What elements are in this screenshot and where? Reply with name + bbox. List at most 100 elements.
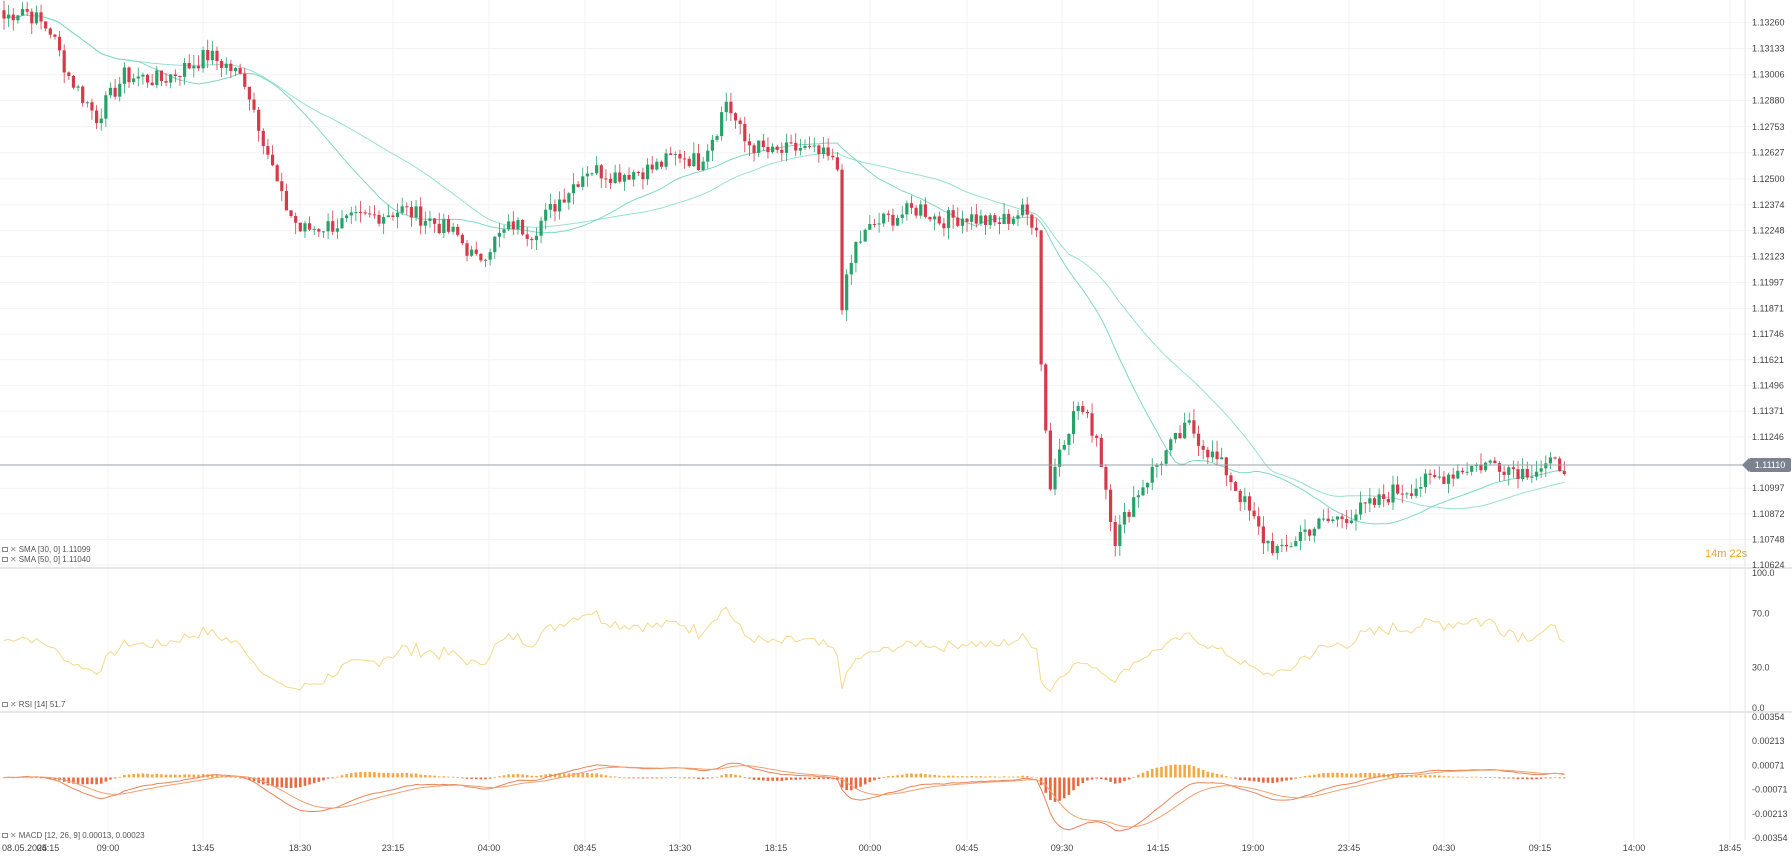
macd-histogram-bar <box>433 775 436 778</box>
macd-histogram-bar <box>1030 776 1034 778</box>
candle <box>1002 213 1006 225</box>
macd-panel <box>2 762 1566 832</box>
macd-histogram-bar <box>104 777 108 782</box>
candle <box>1372 498 1377 505</box>
macd-histogram-bar <box>641 777 645 779</box>
macd-histogram-bar <box>1234 777 1237 779</box>
candle <box>942 223 946 229</box>
candle <box>243 73 247 87</box>
candle <box>794 142 798 151</box>
candle <box>988 215 992 225</box>
macd-histogram-bar <box>896 775 899 778</box>
rsi-legend[interactable]: ✕ RSI [14] 51.7 <box>2 700 65 709</box>
time-tick-label: 23:15 <box>382 843 405 853</box>
macd-histogram-bar <box>386 772 390 778</box>
macd-histogram-bar <box>1197 768 1200 778</box>
macd-histogram-bar <box>1368 772 1372 778</box>
candle <box>1271 541 1275 554</box>
macd-histogram-bar <box>280 777 284 788</box>
close-icon[interactable]: ✕ <box>10 700 17 709</box>
macd-tick-label: -0.00354 <box>1752 833 1788 843</box>
macd-histogram-bar <box>576 773 580 778</box>
sma50-legend[interactable]: ✕ SMA [50, 0] 1.11040 <box>2 555 91 564</box>
macd-histogram-bar <box>1275 777 1279 783</box>
candle <box>201 50 205 69</box>
candle <box>909 203 914 208</box>
candle <box>1053 466 1057 490</box>
macd-histogram-bar <box>970 775 973 778</box>
macd-histogram-bar <box>808 777 811 780</box>
settings-icon[interactable] <box>2 557 8 563</box>
candle <box>1470 465 1474 472</box>
macd-histogram-bar <box>1331 772 1335 778</box>
time-tick-label: 08.05.2025 <box>2 843 47 853</box>
candle <box>622 174 627 182</box>
macd-legend[interactable]: ✕ MACD [12, 26, 9] 0.00013, 0.00023 <box>2 831 145 840</box>
sma30-legend[interactable]: ✕ SMA [30, 0] 1.11099 <box>2 545 91 554</box>
candle <box>1243 496 1247 503</box>
macd-histogram-bar <box>451 776 455 778</box>
macd-histogram-bar <box>1104 777 1108 781</box>
candle <box>1178 432 1182 439</box>
macd-histogram-bar <box>1252 777 1256 782</box>
candle-countdown: 14m 22s <box>1705 548 1748 560</box>
candle <box>766 147 770 153</box>
candle <box>562 199 566 203</box>
macd-histogram-bar <box>1062 777 1066 799</box>
time-tick-label: 04:45 <box>956 843 979 853</box>
candle <box>405 206 409 208</box>
macd-histogram-bar <box>928 774 932 778</box>
candle <box>423 220 427 226</box>
macd-histogram-bar <box>109 777 112 780</box>
candle <box>1215 451 1219 460</box>
candle <box>493 236 497 253</box>
macd-histogram-bar <box>377 772 381 778</box>
macd-histogram-bar <box>1308 775 1311 778</box>
macd-line <box>3 762 1565 832</box>
candle <box>905 203 909 215</box>
candle <box>1192 420 1196 434</box>
macd-histogram-bar <box>396 773 399 778</box>
candle <box>1067 433 1071 445</box>
macd-histogram-bar <box>507 774 510 778</box>
macd-histogram-bar <box>340 775 344 778</box>
candle <box>470 249 474 256</box>
macd-histogram-bar <box>525 775 529 778</box>
settings-icon[interactable] <box>2 547 8 553</box>
candle <box>182 62 187 77</box>
candle <box>127 67 131 83</box>
price-tick-label: 1.12123 <box>1752 251 1785 261</box>
macd-histogram-bar <box>127 774 131 778</box>
price-tick-label: 1.13133 <box>1752 44 1785 54</box>
candle <box>595 165 599 174</box>
close-icon[interactable]: ✕ <box>10 545 17 554</box>
settings-icon[interactable] <box>2 833 8 839</box>
candle <box>590 173 594 175</box>
macd-histogram-bar <box>35 777 38 779</box>
price-axis[interactable]: 1.13260 1.13133 1.13006 1.12880 1.12753 1.126… <box>1752 17 1788 843</box>
close-icon[interactable]: ✕ <box>10 555 17 564</box>
macd-histogram-bar <box>1016 776 1020 778</box>
candle <box>71 75 76 88</box>
settings-icon[interactable] <box>2 702 8 708</box>
candle <box>377 214 381 224</box>
macd-histogram-bar <box>1553 777 1557 779</box>
candle <box>817 145 821 154</box>
close-icon[interactable]: ✕ <box>10 831 17 840</box>
candle <box>1252 510 1256 517</box>
candle <box>1141 487 1145 496</box>
macd-histogram-bar <box>683 777 686 779</box>
candle <box>270 154 275 166</box>
candle <box>710 139 714 151</box>
macd-histogram-bar <box>762 777 765 781</box>
macd-histogram-bar <box>1164 765 1168 778</box>
macd-histogram-bar <box>1095 777 1098 779</box>
macd-histogram-bar <box>419 774 422 778</box>
candle <box>877 223 881 225</box>
candle <box>835 157 839 170</box>
candle <box>85 102 89 104</box>
candle <box>44 21 48 29</box>
candle <box>1409 493 1414 496</box>
